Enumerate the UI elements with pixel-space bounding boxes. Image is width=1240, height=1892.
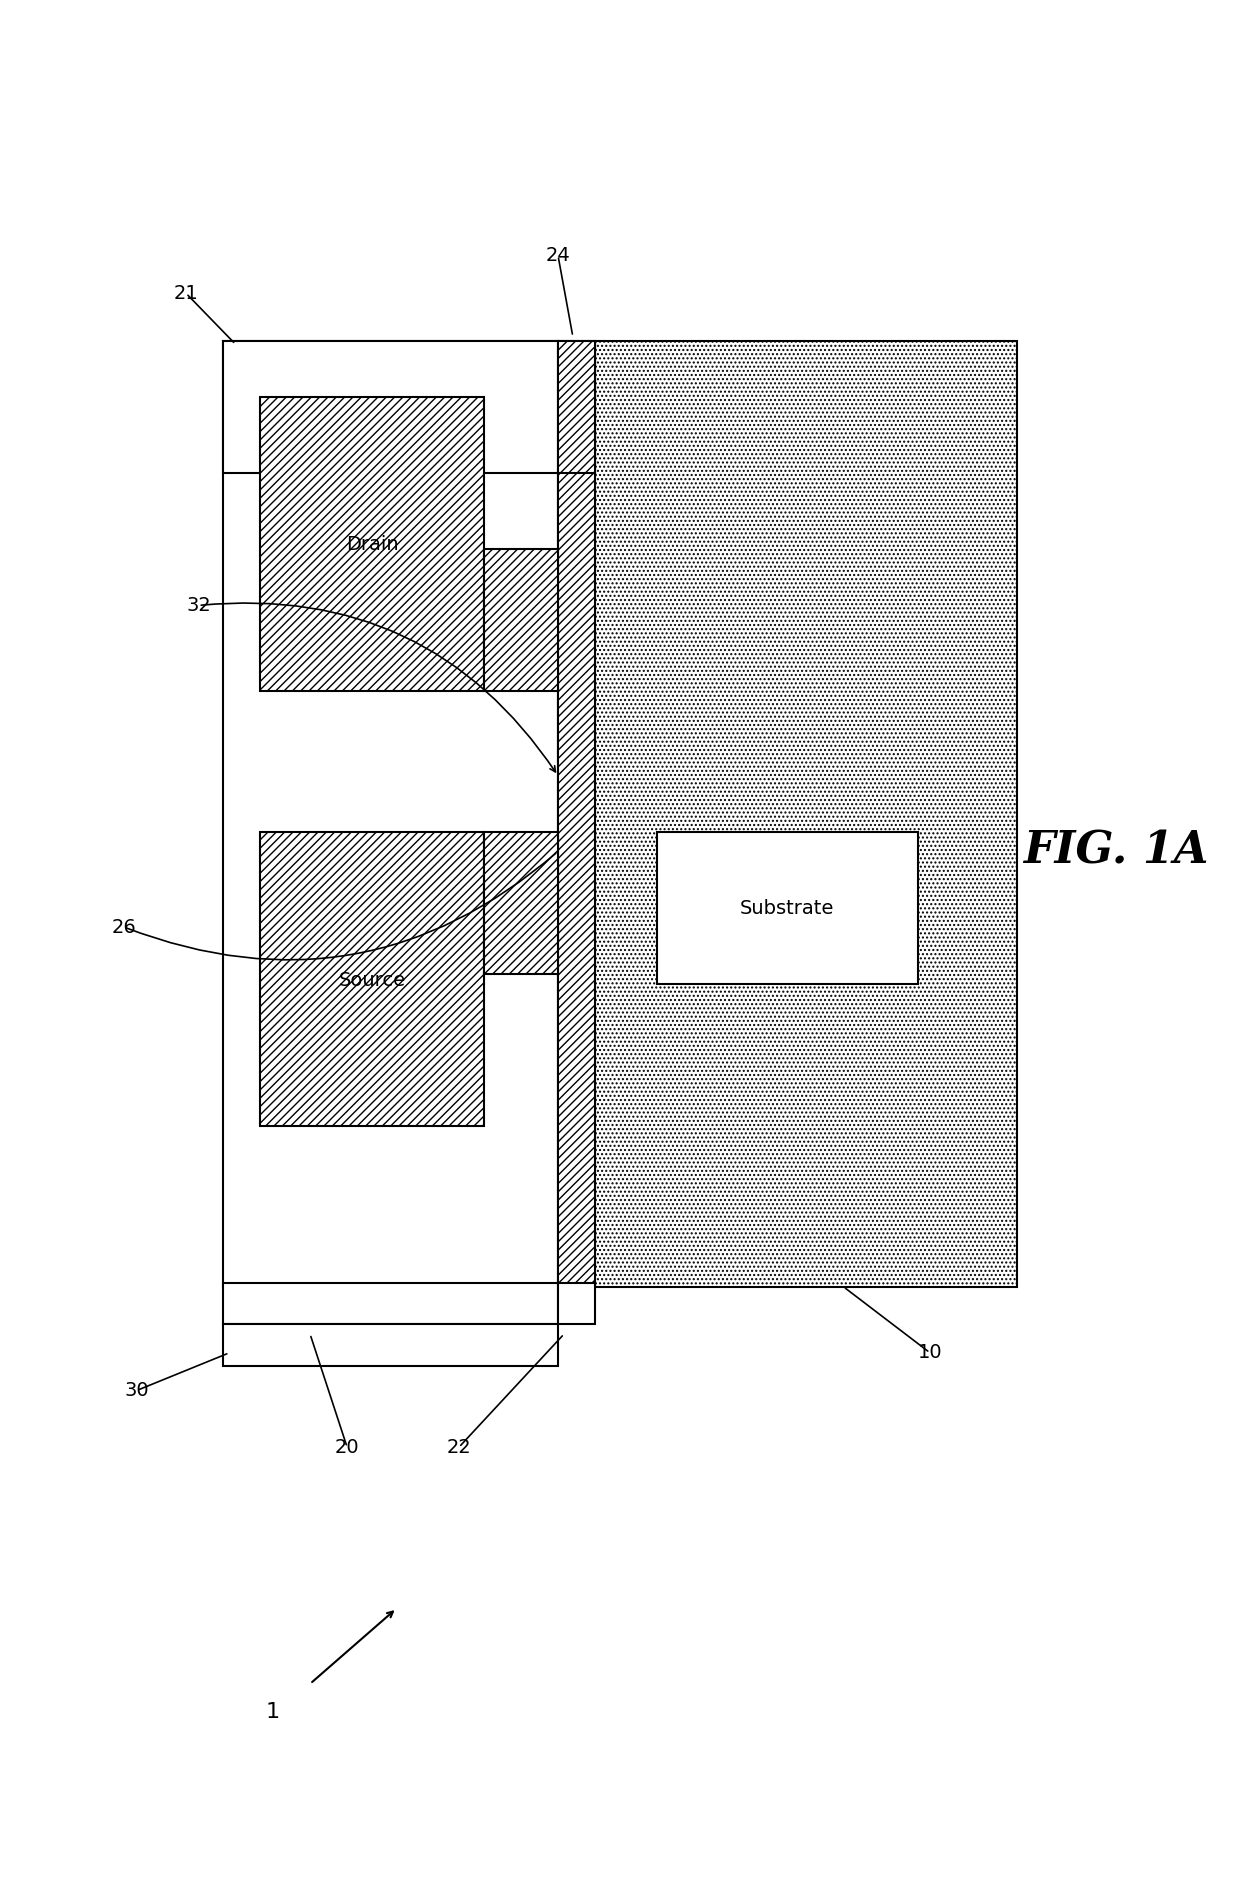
Text: 10: 10 xyxy=(918,1343,942,1362)
Text: 30: 30 xyxy=(124,1381,149,1400)
Text: 26: 26 xyxy=(112,918,136,937)
Text: 20: 20 xyxy=(335,1438,360,1457)
Bar xyxy=(223,1283,558,1324)
Text: 32: 32 xyxy=(186,596,211,615)
Bar xyxy=(484,832,558,974)
Bar xyxy=(223,1324,558,1366)
Bar xyxy=(595,341,1017,1287)
Bar xyxy=(484,549,558,691)
Bar xyxy=(223,341,558,1287)
Text: Substrate: Substrate xyxy=(740,899,835,918)
Bar xyxy=(558,341,595,473)
Text: 1: 1 xyxy=(265,1703,280,1722)
Bar xyxy=(657,832,918,984)
Bar xyxy=(223,341,558,473)
Text: Source: Source xyxy=(339,971,405,990)
Text: 24: 24 xyxy=(546,246,570,265)
Text: 22: 22 xyxy=(446,1438,471,1457)
Bar xyxy=(260,832,484,1126)
Bar xyxy=(558,341,595,1287)
Text: FIG. 1A: FIG. 1A xyxy=(1023,831,1209,872)
Text: Drain: Drain xyxy=(346,535,398,554)
Bar xyxy=(260,397,484,691)
Bar xyxy=(558,1283,595,1324)
Text: 21: 21 xyxy=(174,284,198,303)
